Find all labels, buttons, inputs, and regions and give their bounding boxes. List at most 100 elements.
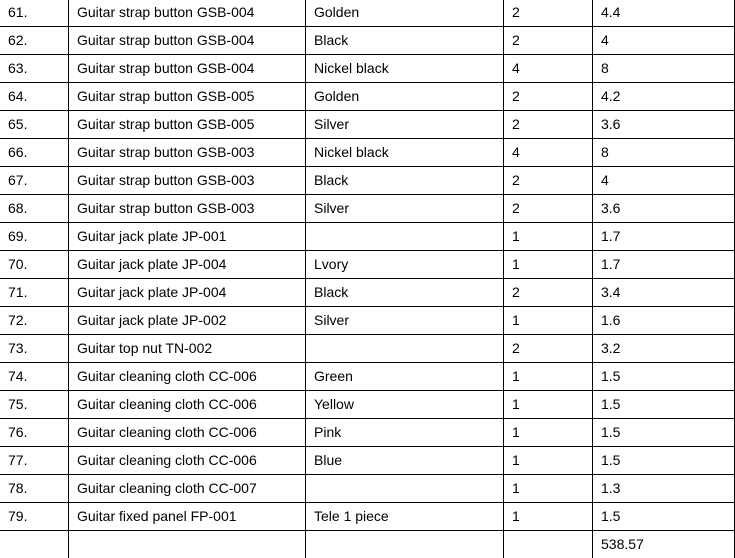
table-cell: 1.6 (593, 307, 735, 335)
table-cell: Guitar strap button GSB-005 (69, 83, 306, 111)
table-cell: 2 (504, 27, 593, 55)
table-cell: 3.2 (593, 335, 735, 363)
table-cell: Golden (306, 0, 504, 27)
table-cell: 67. (0, 167, 69, 195)
table-cell: 1.5 (593, 419, 735, 447)
table-cell: Guitar cleaning cloth CC-007 (69, 475, 306, 503)
table-cell: Guitar cleaning cloth CC-006 (69, 447, 306, 475)
table-cell: Tele 1 piece (306, 503, 504, 531)
table-cell: Black (306, 279, 504, 307)
table-cell: 1 (504, 363, 593, 391)
table-cell: Guitar cleaning cloth CC-006 (69, 419, 306, 447)
table-cell: 1 (504, 251, 593, 279)
table-cell: Lvory (306, 251, 504, 279)
table-cell: 69. (0, 223, 69, 251)
table-cell: 3.6 (593, 111, 735, 139)
table-cell: Silver (306, 111, 504, 139)
table-cell: 4.2 (593, 83, 735, 111)
table-cell: Golden (306, 83, 504, 111)
table-cell: 1.5 (593, 503, 735, 531)
table-cell: 1.5 (593, 447, 735, 475)
table-cell: 4 (593, 167, 735, 195)
table-cell: 1.7 (593, 223, 735, 251)
table-cell: 76. (0, 419, 69, 447)
table-cell (504, 531, 593, 558)
table-cell: 538.57 (593, 531, 735, 558)
table-cell (0, 531, 69, 558)
table-cell: 1 (504, 447, 593, 475)
table-cell: 2 (504, 0, 593, 27)
table-cell: Black (306, 167, 504, 195)
table-cell: 4 (504, 55, 593, 83)
table-cell: 78. (0, 475, 69, 503)
table-cell: 1.3 (593, 475, 735, 503)
table-cell: 61. (0, 0, 69, 27)
table-cell: 70. (0, 251, 69, 279)
table-cell (306, 531, 504, 558)
table-cell: 1.5 (593, 391, 735, 419)
table-cell: Blue (306, 447, 504, 475)
table-cell: 8 (593, 55, 735, 83)
table-cell: 64. (0, 83, 69, 111)
table-cell: Guitar strap button GSB-003 (69, 167, 306, 195)
table-cell: 1 (504, 419, 593, 447)
table-cell: Guitar jack plate JP-004 (69, 279, 306, 307)
table-cell: 73. (0, 335, 69, 363)
table-cell (69, 531, 306, 558)
table-cell: 63. (0, 55, 69, 83)
table-cell: Nickel black (306, 55, 504, 83)
table-cell: Silver (306, 307, 504, 335)
table-cell: 1 (504, 475, 593, 503)
table-cell: 1 (504, 223, 593, 251)
table-cell: 1 (504, 307, 593, 335)
table-cell: 77. (0, 447, 69, 475)
table-cell: 66. (0, 139, 69, 167)
table-cell: Guitar strap button GSB-005 (69, 111, 306, 139)
table-cell: Guitar strap button GSB-003 (69, 139, 306, 167)
table-cell: 1.7 (593, 251, 735, 279)
table-cell (306, 335, 504, 363)
table-cell: 74. (0, 363, 69, 391)
table-cell: Guitar top nut TN-002 (69, 335, 306, 363)
table-cell: 3.4 (593, 279, 735, 307)
table-cell: Guitar jack plate JP-001 (69, 223, 306, 251)
table-cell: 75. (0, 391, 69, 419)
table-cell: 79. (0, 503, 69, 531)
table-cell: 1 (504, 391, 593, 419)
table-cell: Green (306, 363, 504, 391)
table-cell: Guitar cleaning cloth CC-006 (69, 363, 306, 391)
table-cell: Guitar jack plate JP-002 (69, 307, 306, 335)
table-cell: Guitar strap button GSB-004 (69, 27, 306, 55)
table-cell: Guitar cleaning cloth CC-006 (69, 391, 306, 419)
table-cell: 2 (504, 111, 593, 139)
table-cell (306, 475, 504, 503)
table-cell: Nickel black (306, 139, 504, 167)
table-cell: Silver (306, 195, 504, 223)
table-cell: 4 (593, 27, 735, 55)
table-cell: Yellow (306, 391, 504, 419)
table-cell: 4 (504, 139, 593, 167)
table-cell: 4.4 (593, 0, 735, 27)
table-cell: 68. (0, 195, 69, 223)
table-cell: 2 (504, 335, 593, 363)
table-cell (306, 223, 504, 251)
table-cell: Guitar strap button GSB-004 (69, 0, 306, 27)
table-cell: Guitar strap button GSB-004 (69, 55, 306, 83)
table-cell: 1 (504, 503, 593, 531)
table-cell: 2 (504, 195, 593, 223)
table-cell: Guitar fixed panel FP-001 (69, 503, 306, 531)
table-cell: 8 (593, 139, 735, 167)
table-cell: 62. (0, 27, 69, 55)
table-cell: 65. (0, 111, 69, 139)
table-cell: 2 (504, 83, 593, 111)
table-cell: Guitar strap button GSB-003 (69, 195, 306, 223)
table-cell: 72. (0, 307, 69, 335)
table-cell: 2 (504, 279, 593, 307)
table-cell: 3.6 (593, 195, 735, 223)
table-cell: 1.5 (593, 363, 735, 391)
table-cell: 2 (504, 167, 593, 195)
table-cell: 71. (0, 279, 69, 307)
table-cell: Guitar jack plate JP-004 (69, 251, 306, 279)
table-cell: Pink (306, 419, 504, 447)
